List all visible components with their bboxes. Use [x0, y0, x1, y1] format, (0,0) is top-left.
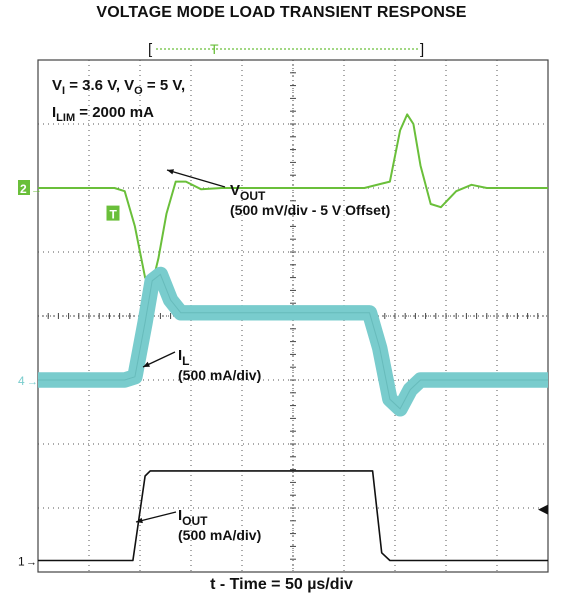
channel-1-arrow: → — [26, 556, 37, 568]
series-iout-line — [38, 470, 548, 562]
vout-annotation: VOUT(500 mV/div - 5 V Offset) — [166, 169, 390, 218]
il-annotation: IL(500 mA/div) — [142, 347, 261, 383]
channel-2-arrow: → — [31, 184, 42, 196]
trigger-bracket-right: ] — [420, 41, 424, 58]
vout-label: VOUT — [230, 182, 266, 203]
trigger-point-letter: T — [110, 208, 118, 222]
conditions-line-2: ILIM = 2000 mA — [52, 104, 154, 124]
vout-arrow-head — [167, 169, 174, 175]
iout-arrow-head — [136, 517, 143, 524]
iout-arrow-line — [135, 511, 177, 523]
iout-label: IOUT — [178, 507, 208, 528]
channel-1-marker: 1 — [18, 554, 25, 568]
channel-2-marker: 2 — [20, 182, 27, 196]
series-vout-line — [38, 113, 548, 285]
channel-4-marker: 4 — [18, 374, 25, 388]
series-il-line — [38, 273, 548, 410]
trigger-level-marker: ◀ — [538, 501, 548, 516]
trigger-point-box — [106, 205, 120, 221]
iout-annotation: IOUT(500 mA/div) — [135, 507, 261, 543]
x-axis-label: t - Time = 50 µs/div — [210, 576, 353, 593]
chart-title: VOLTAGE MODE LOAD TRANSIENT RESPONSE — [96, 4, 467, 21]
il-label: IL — [178, 347, 190, 368]
vout-arrow-line — [166, 169, 226, 188]
channel-2-marker-box — [18, 180, 30, 195]
conditions-line-1: VI = 3.6 V, VO = 5 V, — [52, 77, 185, 97]
iout-scale-label: (500 mA/div) — [178, 527, 261, 543]
trigger-letter: T — [210, 41, 219, 57]
il-arrow-head — [143, 361, 150, 367]
trigger-bracket: [] T — [148, 41, 424, 58]
vout-scale-label: (500 mV/div - 5 V Offset) — [230, 202, 390, 218]
channel-4-arrow: → — [27, 376, 38, 388]
trigger-bracket-left: [ — [148, 41, 153, 58]
il-scale-label: (500 mA/div) — [178, 367, 261, 383]
